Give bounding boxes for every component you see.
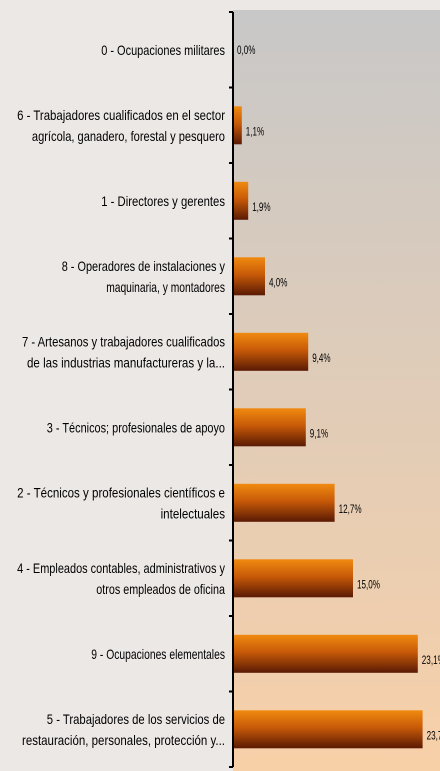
data-label: 15,0% — [357, 577, 380, 591]
bar — [233, 408, 306, 447]
data-label: 4,0% — [269, 275, 288, 289]
category-label: 3 - Técnicos; profesionales de apoyo — [47, 419, 225, 435]
category-label: 2 - Técnicos y profesionales científicos… — [17, 484, 225, 500]
data-label: 9,1% — [310, 426, 329, 440]
data-label: 23,7% — [427, 728, 440, 742]
category-label: 5 - Trabajadores de los servicios de — [47, 711, 225, 727]
bar — [233, 559, 353, 598]
bar — [233, 332, 309, 371]
category-label: maquinaria, y montadores — [106, 279, 225, 295]
bar — [233, 181, 249, 220]
data-label: 1,9% — [252, 200, 271, 214]
category-label: 7 - Artesanos y trabajadores cualificado… — [22, 333, 225, 349]
category-label: de las industrias manufactureras y la... — [27, 354, 225, 370]
category-label: restauración, personales, protección y..… — [22, 732, 225, 748]
category-label: otros empleados de oficina — [96, 581, 225, 597]
category-label: 8 - Operadores de instalaciones y — [62, 258, 225, 274]
category-label: agrícola, ganadero, forestal y pesquero — [32, 128, 225, 144]
data-label: 0,0% — [237, 43, 256, 57]
bar — [233, 710, 423, 749]
data-label: 23,1% — [422, 653, 440, 667]
bar — [233, 106, 242, 145]
category-label: 1 - Directores y gerentes — [101, 193, 225, 209]
category-label: 4 - Empleados contables, administrativos… — [17, 560, 225, 576]
bar — [233, 634, 418, 673]
category-label: 6 - Trabajadores cualificados en el sect… — [17, 107, 225, 123]
category-label: 9 - Ocupaciones elementales — [91, 646, 225, 662]
category-label: 0 - Ocupaciones militares — [101, 42, 225, 58]
data-label: 9,4% — [312, 351, 331, 365]
bar — [233, 483, 335, 522]
data-label: 1,1% — [246, 124, 265, 138]
bar — [233, 257, 265, 296]
data-label: 12,7% — [339, 502, 362, 516]
category-label: intelectuales — [161, 505, 225, 521]
